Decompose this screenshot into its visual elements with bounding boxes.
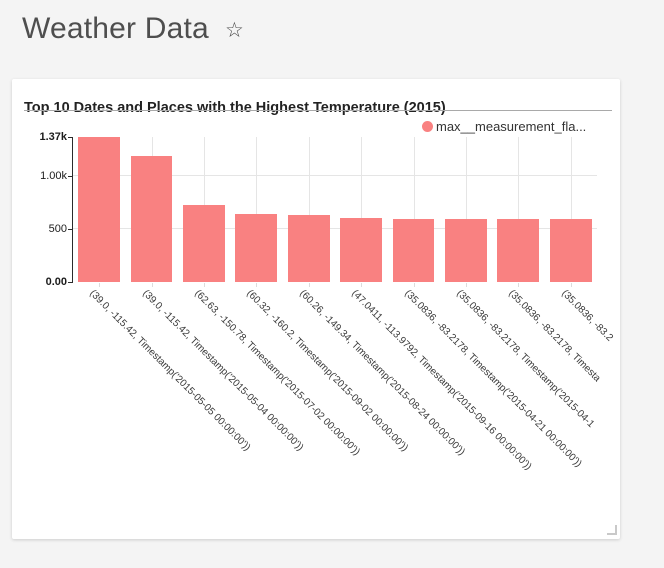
page-header: Weather Data ☆ [22,12,244,46]
horizontal-gridline [73,228,597,230]
x-axis-tick [308,283,310,287]
y-axis-tick [68,229,72,231]
x-axis-tick [256,283,258,287]
x-axis-label: (35.0836, -83.2178, Timesta [506,288,603,385]
legend-label: max__measurement_fla... [436,119,587,134]
x-axis-label: (47.0411, -113.9792, Timestamp('2015-09-… [349,288,534,473]
bar[interactable] [78,137,121,282]
bar[interactable] [287,214,330,282]
x-axis-tick [204,283,205,287]
vertical-gridline [413,137,415,282]
vertical-gridline [518,137,520,282]
x-axis-tick [151,283,153,287]
x-axis-tick [413,283,415,287]
bar[interactable] [497,218,540,282]
resize-handle-icon[interactable] [607,525,617,535]
x-axis-tick [99,283,101,287]
horizontal-gridline [73,175,597,177]
y-axis-tick [68,282,72,283]
x-axis-tick [466,283,467,287]
vertical-gridline [570,137,572,282]
y-axis-line [72,137,73,283]
y-axis-tick [68,176,72,178]
legend-dot-icon [422,121,433,132]
y-axis-tick [68,137,72,138]
bar[interactable] [183,205,225,282]
x-axis-label: (35.0836, -83.2 [559,288,615,344]
divider [24,110,612,111]
y-axis-label: 500 [48,223,67,236]
bar[interactable] [340,218,383,282]
vertical-gridline [308,137,310,282]
chart-title: Top 10 Dates and Places with the Highest… [24,100,446,117]
y-axis-label: 1.00k [40,170,67,183]
bar[interactable] [392,218,435,282]
favorite-star-icon[interactable]: ☆ [224,18,244,42]
bar[interactable] [235,213,278,282]
y-axis-label: 1.37k [39,131,67,143]
x-axis-label: (35.0836, -83.2178, Timestamp('2015-04-2… [401,288,584,470]
page-title: Weather Data [22,12,209,45]
vertical-gridline [361,137,363,282]
vertical-gridline [256,137,258,282]
vertical-gridline [466,137,467,282]
bar[interactable] [445,218,487,282]
x-axis-tick [361,283,363,287]
legend-item[interactable]: max__measurement_fla... [422,119,586,134]
plot-area [73,137,597,282]
bar[interactable] [130,156,173,282]
bar[interactable] [549,219,592,282]
y-axis-label: 0.00 [45,276,67,288]
x-axis-tick [570,283,572,287]
chart-card: Top 10 Dates and Places with the Highest… [12,79,620,539]
x-axis-tick [518,283,520,287]
